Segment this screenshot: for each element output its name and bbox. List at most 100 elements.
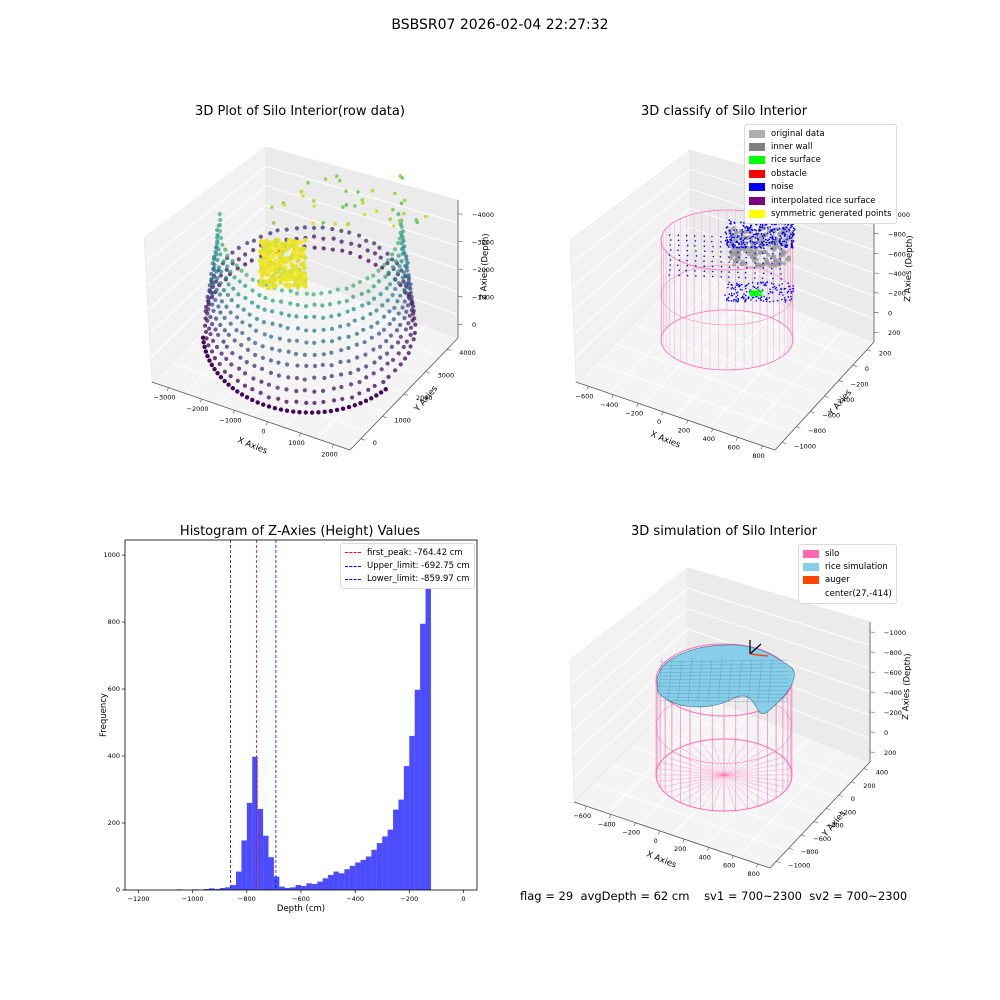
inner-wall-point: [752, 250, 757, 255]
raw-point: [224, 344, 229, 349]
noise-point: [785, 230, 788, 233]
raw-point: [212, 262, 217, 268]
raw-point: [365, 276, 370, 281]
z-tick-label: −200: [884, 709, 902, 717]
rice-mesh-line: [667, 658, 673, 702]
raw-point: [224, 275, 229, 280]
raw-point: [320, 303, 325, 308]
noise-point: [761, 252, 764, 255]
raw-point: [302, 273, 307, 278]
raw-point: [366, 258, 371, 263]
noise-point: [703, 240, 706, 242]
raw-point: [376, 279, 382, 284]
raw-point: [269, 261, 274, 267]
raw-point: [202, 344, 207, 350]
raw-point: [253, 328, 259, 333]
silo-wire: [723, 774, 788, 788]
raw-point: [329, 326, 335, 331]
raw-point: [379, 367, 384, 372]
noise-point: [741, 228, 744, 231]
rice-mesh-line: [697, 658, 703, 701]
raw-point: [378, 255, 383, 260]
noise-point: [668, 254, 671, 256]
raw-point: [268, 334, 274, 339]
raw-point: [338, 359, 343, 365]
raw-point: [391, 224, 396, 228]
raw-point: [344, 298, 349, 304]
raw-point: [297, 409, 302, 415]
noise-point: [755, 242, 758, 245]
noise-point: [730, 234, 732, 237]
raw-point: [356, 190, 360, 194]
y-tick-label: 0: [851, 795, 855, 803]
raw-point: [376, 268, 381, 273]
raw-data-3d-plot: −3000 −2000 −1000 0 1000 2000 0 1000 2000 3000 400…: [143, 146, 494, 458]
raw-point: [393, 191, 397, 196]
noise-point: [720, 271, 723, 273]
noise-point: [766, 239, 769, 242]
raw-point: [404, 339, 409, 344]
grid-line: [689, 207, 875, 274]
noise-point: [790, 239, 793, 242]
raw-point: [378, 292, 383, 297]
raw-point: [216, 304, 221, 309]
raw-point: [277, 348, 282, 353]
noise-point: [737, 241, 739, 244]
rice-surface-point: [753, 293, 757, 297]
raw-point: [253, 352, 258, 358]
raw-point: [284, 399, 289, 404]
raw-point: [294, 388, 299, 394]
noise-point: [755, 299, 758, 302]
raw-point: [348, 382, 354, 387]
raw-point: [294, 399, 299, 404]
raw-point: [385, 251, 390, 256]
raw-point: [344, 286, 349, 291]
raw-point: [251, 238, 256, 243]
raw-point: [334, 174, 339, 178]
raw-point: [410, 300, 415, 305]
noise-point: [772, 283, 775, 286]
raw-point: [269, 255, 274, 261]
raw-point: [283, 264, 288, 270]
noise-point: [741, 231, 744, 233]
noise-point: [694, 260, 697, 262]
raw-point: [226, 382, 231, 387]
x-tick: [633, 822, 636, 827]
raw-point-cloud: [200, 174, 428, 415]
raw-point: [346, 322, 351, 327]
raw-point: [255, 400, 260, 405]
noise-point: [791, 234, 794, 236]
noise-point: [764, 224, 767, 226]
noise-point: [765, 297, 768, 299]
raw-point: [286, 313, 292, 318]
noise-point: [733, 221, 736, 224]
noise-point: [756, 246, 758, 249]
noise-point: [787, 290, 790, 293]
noise-point: [790, 292, 793, 294]
raw-point: [402, 316, 407, 321]
raw-point: [303, 284, 309, 289]
noise-point: [677, 234, 680, 237]
y-tick-label: 400: [108, 752, 120, 760]
noise-point: [773, 285, 776, 288]
rice-mesh-line: [767, 659, 773, 704]
raw-point: [396, 240, 401, 246]
raw-point: [376, 331, 382, 336]
raw-point: [287, 338, 292, 343]
noise-point: [786, 238, 788, 241]
silo-wire: [723, 747, 768, 776]
noise-point: [792, 287, 794, 290]
raw-point: [323, 177, 328, 181]
noise-point: [776, 299, 779, 302]
noise-point: [720, 276, 722, 278]
raw-point: [275, 385, 280, 390]
rice-mesh-line: [757, 658, 763, 703]
raw-point: [399, 259, 404, 264]
raw-point: [354, 342, 359, 347]
raw-point: [396, 281, 402, 286]
raw-point: [384, 339, 389, 344]
raw-point: [403, 263, 408, 269]
noise-point: [686, 259, 688, 262]
raw-point: [259, 265, 265, 271]
raw-point: [402, 287, 407, 292]
